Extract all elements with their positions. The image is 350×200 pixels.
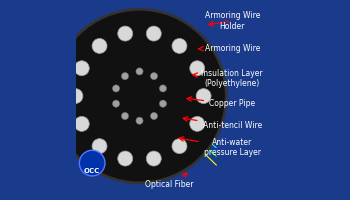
Circle shape: [68, 89, 83, 104]
Text: Armoring Wire: Armoring Wire: [198, 44, 260, 53]
Circle shape: [69, 25, 210, 167]
Circle shape: [61, 17, 218, 175]
Circle shape: [136, 117, 143, 124]
Text: Insulation Layer
(Polyethylene): Insulation Layer (Polyethylene): [193, 69, 263, 88]
Text: Anti-water
pressure Layer: Anti-water pressure Layer: [179, 137, 261, 157]
Circle shape: [112, 100, 120, 107]
Circle shape: [196, 89, 211, 104]
Text: Copper Pipe: Copper Pipe: [187, 97, 255, 108]
Text: Optical Fiber: Optical Fiber: [145, 173, 193, 189]
Circle shape: [172, 38, 187, 53]
Circle shape: [172, 139, 187, 154]
Circle shape: [136, 68, 143, 75]
Circle shape: [122, 78, 157, 114]
Circle shape: [112, 85, 120, 92]
Circle shape: [146, 151, 161, 166]
Text: Armoring Wire
Holder: Armoring Wire Holder: [204, 11, 260, 31]
Circle shape: [159, 100, 167, 107]
Circle shape: [53, 9, 226, 183]
Circle shape: [190, 116, 205, 131]
Circle shape: [92, 38, 107, 53]
Circle shape: [150, 73, 158, 80]
Circle shape: [190, 61, 205, 76]
Circle shape: [82, 39, 197, 153]
Circle shape: [98, 55, 181, 137]
Circle shape: [74, 116, 89, 131]
Circle shape: [121, 73, 128, 80]
Circle shape: [146, 26, 161, 41]
Circle shape: [79, 150, 105, 176]
Circle shape: [132, 88, 147, 104]
Circle shape: [159, 85, 167, 92]
Circle shape: [121, 112, 128, 120]
Circle shape: [118, 151, 133, 166]
Text: Anti-tencil Wire: Anti-tencil Wire: [183, 117, 262, 130]
Text: OCC: OCC: [84, 168, 100, 174]
Circle shape: [92, 139, 107, 154]
Circle shape: [74, 61, 89, 76]
Circle shape: [118, 26, 133, 41]
Circle shape: [150, 112, 158, 120]
Circle shape: [110, 66, 169, 126]
